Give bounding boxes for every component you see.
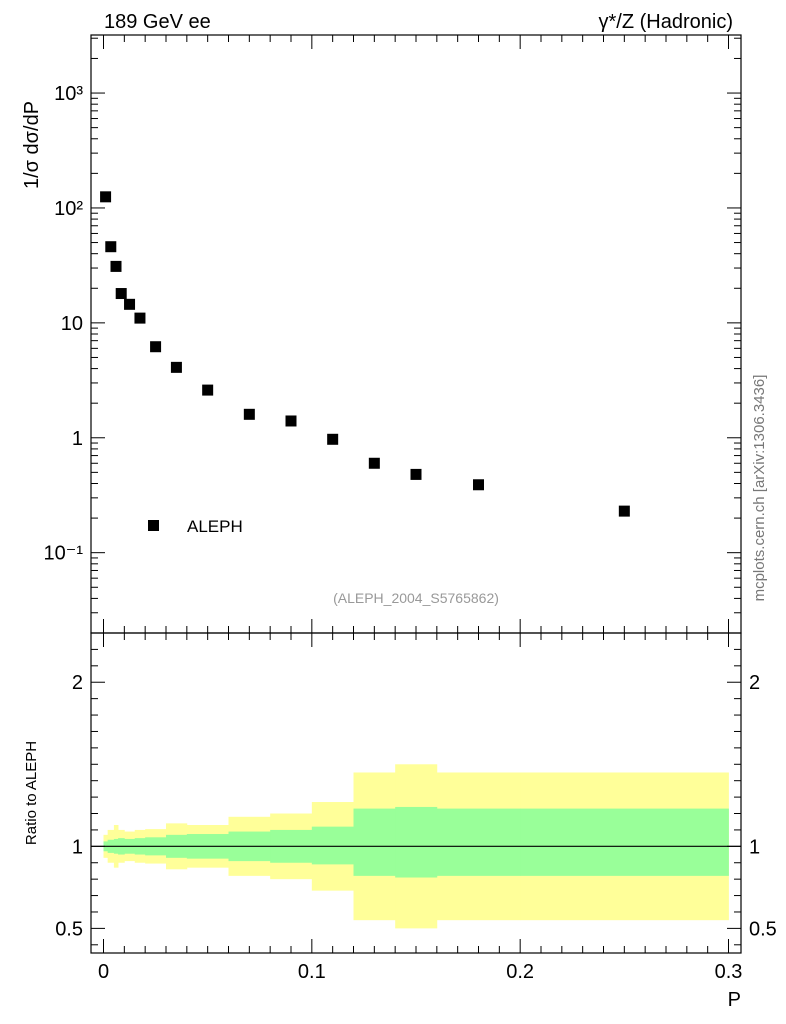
y-tick-label: 10²	[54, 198, 83, 220]
inner-band-bin	[395, 806, 438, 878]
main-y-axis-label: 1/σ dσ/dP	[21, 101, 43, 189]
data-point	[285, 415, 297, 427]
y-tick-label: 1	[72, 428, 83, 450]
ratio-panel: 0.5 0.5 1 1 2 2 0 0.1 0.2 0.3 Ratio to ALEPH P	[23, 632, 777, 1011]
ratio-y-tick-label-right: 2	[749, 672, 760, 694]
y-tick-label: 10	[61, 313, 83, 335]
main-panel: 10⁻¹ 1 10 10² 10³ 1/σ dσ/dP (ALEPH_2004_S576…	[21, 34, 742, 634]
data-point	[110, 260, 122, 272]
inner-band-bin	[436, 808, 521, 876]
ratio-ticks	[91, 633, 741, 953]
x-tick-label: 0.2	[506, 961, 534, 983]
inner-band-bin	[353, 808, 396, 876]
legend: ALEPH	[148, 517, 243, 536]
data-point	[243, 408, 255, 420]
process-label: γ*/Z (Hadronic)	[599, 11, 733, 33]
data-point	[473, 479, 484, 491]
data-point	[134, 312, 146, 324]
ratio-y-tick-label-right: 1	[749, 836, 760, 858]
data-point	[618, 505, 630, 517]
energy-label: 189 GeV ee	[104, 11, 211, 33]
data-points	[100, 191, 630, 517]
legend-marker	[148, 520, 159, 531]
data-point	[105, 241, 117, 253]
x-tick-label: 0.3	[715, 961, 743, 983]
data-point	[368, 457, 380, 469]
analysis-tag: (ALEPH_2004_S5765862)	[333, 590, 499, 606]
y-tick-label: 10⁻¹	[44, 543, 84, 565]
inner-band-bin	[311, 826, 354, 865]
ratio-y-tick-label-left: 2	[72, 672, 83, 694]
ratio-y-tick-label-left: 0.5	[55, 918, 83, 940]
watermark: mcplots.cern.ch [arXiv:1306.3436]	[751, 375, 768, 602]
x-axis-label: P	[728, 989, 741, 1011]
ratio-y-tick-label-left: 1	[72, 836, 83, 858]
data-point	[202, 384, 214, 396]
legend-label: ALEPH	[187, 517, 243, 536]
main-frame	[90, 34, 742, 634]
ratio-y-tick-label-right: 0.5	[749, 918, 777, 940]
data-point	[170, 361, 182, 373]
ratio-frame	[90, 632, 742, 954]
ratio-y-tick-labels: 0.5 0.5 1 1 2 2	[55, 672, 777, 940]
data-point	[150, 341, 162, 353]
y-tick-label: 10³	[54, 83, 83, 105]
inner-band-bin	[520, 808, 729, 876]
data-point	[327, 433, 339, 445]
data-point	[410, 468, 422, 480]
main-ticks	[91, 35, 741, 634]
data-point	[100, 191, 112, 203]
x-tick-label: 0.1	[298, 961, 326, 983]
ratio-y-axis-label: Ratio to ALEPH	[23, 741, 40, 845]
main-y-tick-labels: 10⁻¹ 1 10 10² 10³	[44, 83, 84, 565]
x-tick-label: 0	[98, 961, 109, 983]
data-point	[124, 298, 136, 310]
x-tick-labels: 0 0.1 0.2 0.3	[98, 961, 742, 983]
data-point	[115, 288, 127, 300]
